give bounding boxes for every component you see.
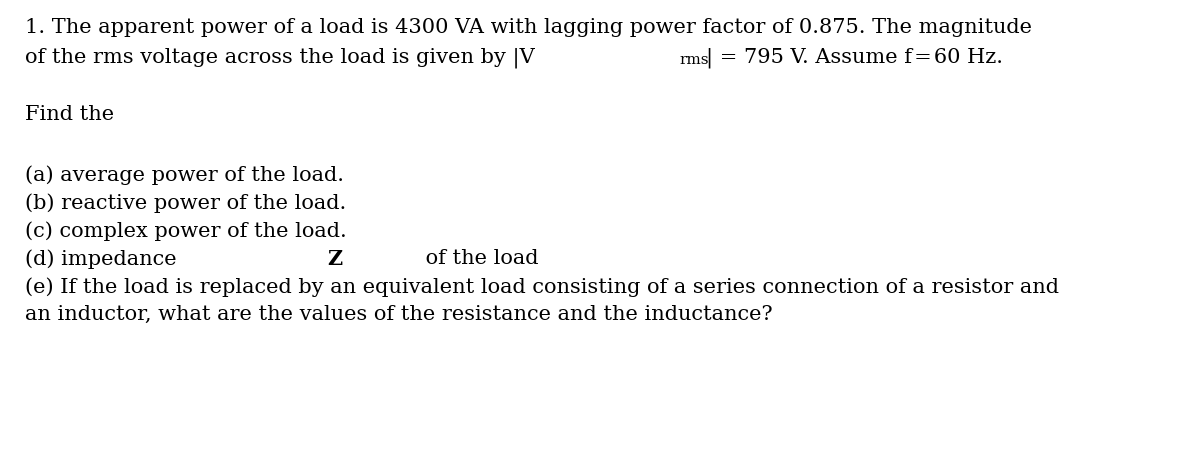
Text: (c) complex power of the load.: (c) complex power of the load. — [25, 221, 347, 241]
Text: 1. The apparent power of a load is 4300 VA with lagging power factor of 0.875. T: 1. The apparent power of a load is 4300 … — [25, 18, 1032, 37]
Text: | = 795 V. Assume f = 60 Hz.: | = 795 V. Assume f = 60 Hz. — [706, 48, 1003, 69]
Text: Find the: Find the — [25, 105, 114, 124]
Text: (a) average power of the load.: (a) average power of the load. — [25, 165, 344, 185]
Text: (d) impedance: (d) impedance — [25, 249, 184, 269]
Text: of the load: of the load — [419, 249, 539, 268]
Text: rms: rms — [679, 53, 709, 67]
Text: (b) reactive power of the load.: (b) reactive power of the load. — [25, 193, 347, 213]
Text: of the rms voltage across the load is given by |V: of the rms voltage across the load is gi… — [25, 48, 535, 69]
Text: Z: Z — [328, 249, 343, 269]
Text: (e) If the load is replaced by an equivalent load consisting of a series connect: (e) If the load is replaced by an equiva… — [25, 277, 1060, 297]
Text: an inductor, what are the values of the resistance and the inductance?: an inductor, what are the values of the … — [25, 305, 773, 324]
